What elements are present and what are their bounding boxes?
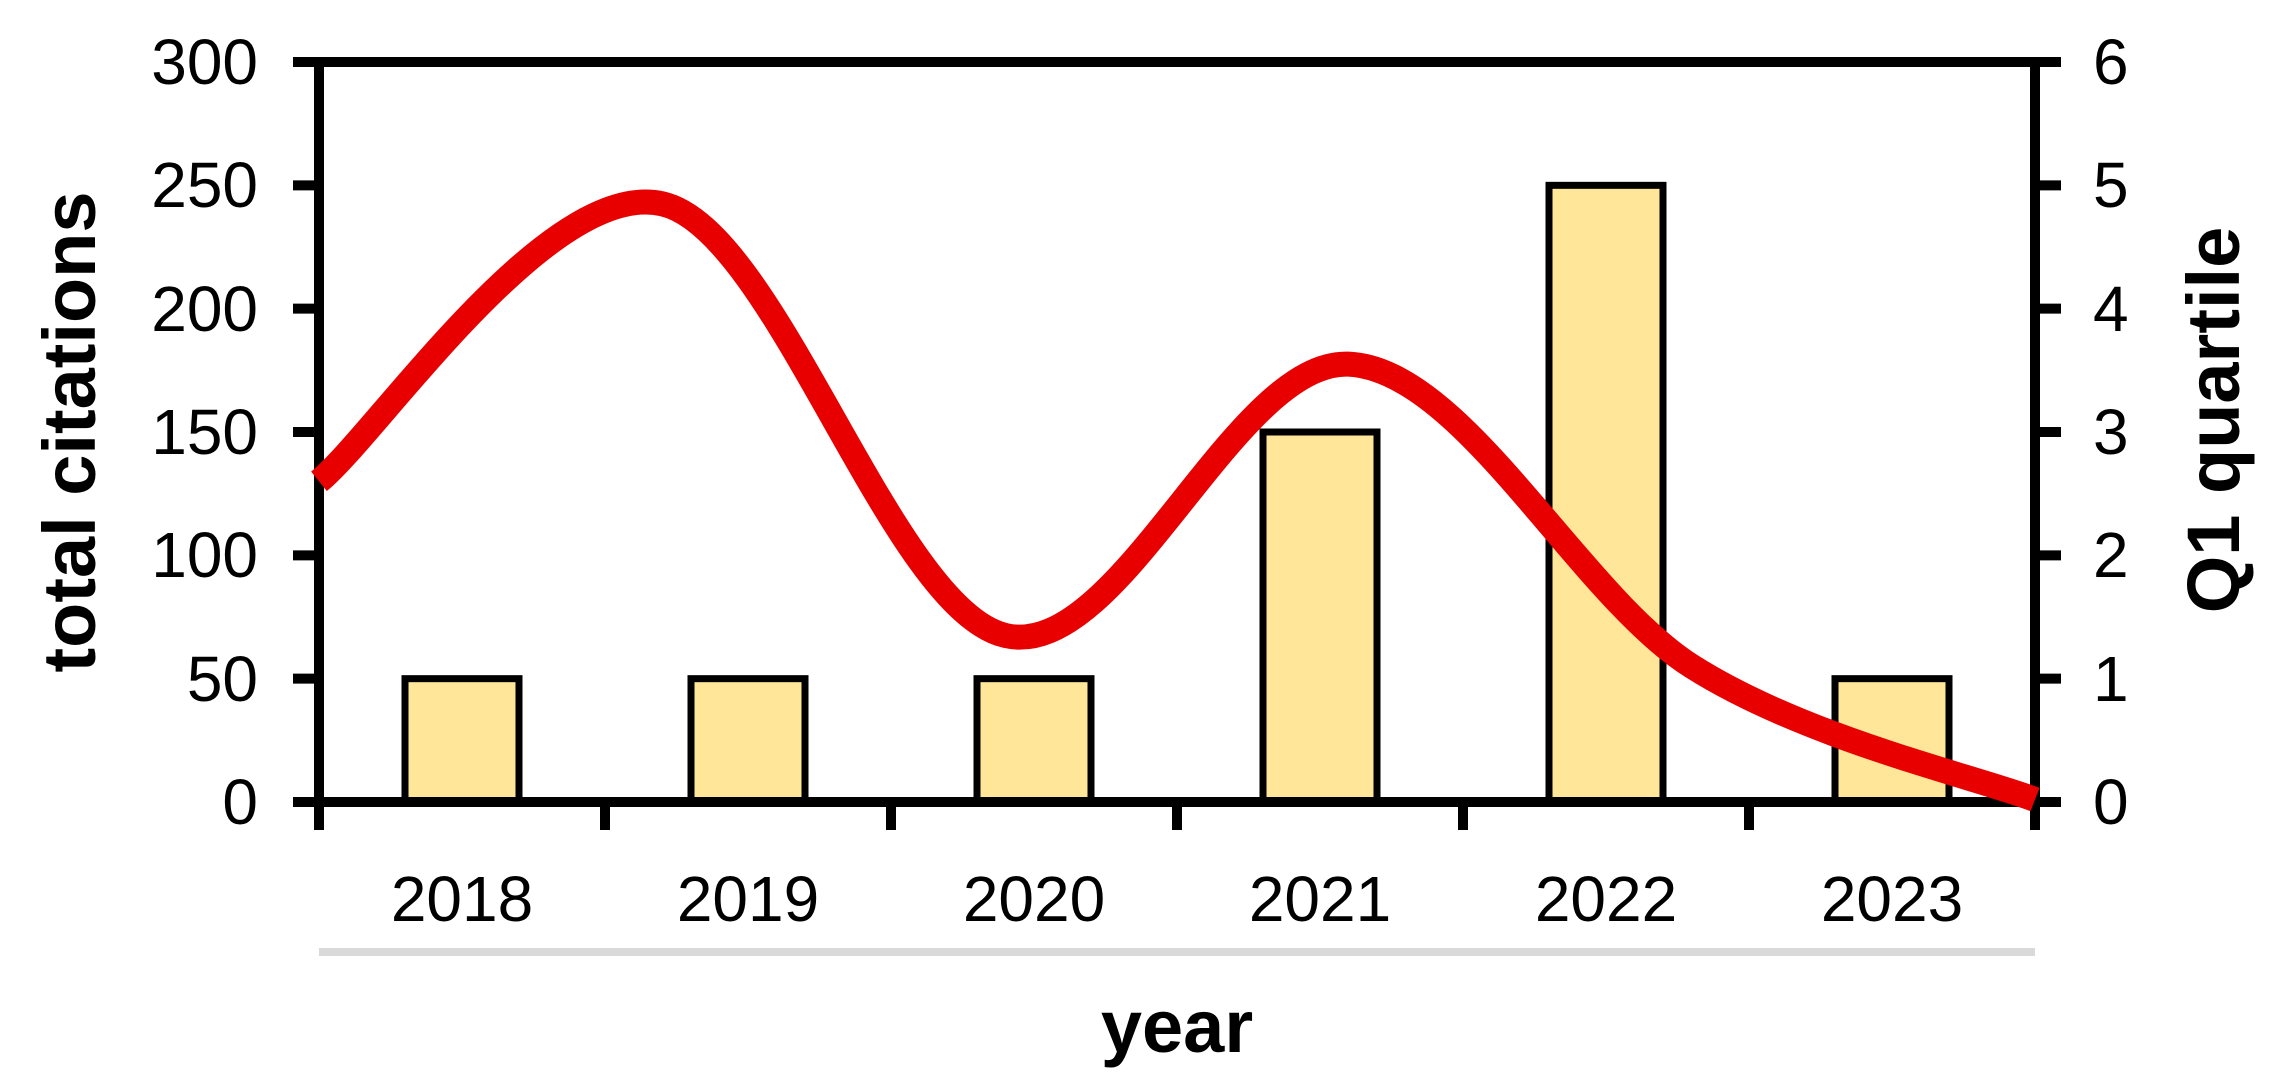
line-q1-quartile bbox=[310, 189, 2040, 812]
bar-2019 bbox=[687, 675, 809, 806]
bar-2021 bbox=[1259, 428, 1381, 806]
x-axis-title: year bbox=[1100, 985, 1254, 1068]
plot-frame bbox=[314, 57, 2040, 807]
bar-2022 bbox=[1545, 181, 1667, 806]
bar-2020 bbox=[973, 675, 1095, 806]
bar-2018 bbox=[401, 675, 523, 806]
right-axis-title: Q1 quartile bbox=[2172, 226, 2255, 614]
x-axis-underline bbox=[319, 948, 2035, 956]
left-axis-title: total citations bbox=[28, 191, 111, 673]
